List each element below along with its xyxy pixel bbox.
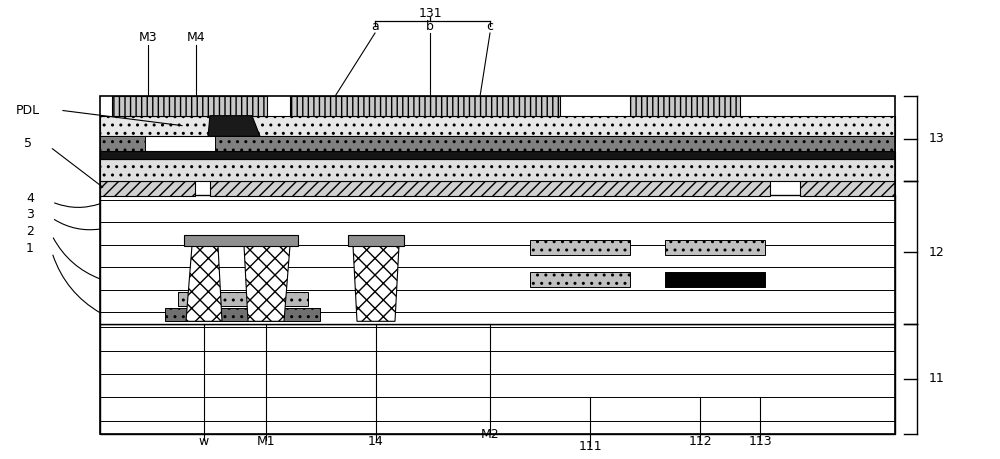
Polygon shape [244,246,290,321]
Text: PDL: PDL [16,104,40,117]
Bar [100,96,895,434]
Text: 111: 111 [578,441,602,453]
Text: a: a [371,20,379,33]
Bar [665,272,765,287]
Text: w: w [199,435,209,448]
Bar [100,151,895,159]
Text: 1: 1 [26,242,34,256]
Polygon shape [353,246,399,321]
Bar [630,96,740,116]
Text: M2: M2 [481,428,499,441]
Text: 14: 14 [368,435,384,448]
Text: M4: M4 [187,31,205,45]
Text: 11: 11 [929,372,945,385]
Bar [178,292,308,306]
Bar [290,96,560,116]
Text: c: c [486,20,494,33]
Bar [530,272,630,287]
Bar [100,324,895,434]
Bar [800,181,895,196]
Text: 3: 3 [26,208,34,221]
Bar [215,136,895,151]
Bar [348,235,404,246]
Bar [665,240,765,255]
Bar [210,181,770,196]
Bar [100,159,895,181]
Bar [100,116,895,136]
Text: 2: 2 [26,225,34,239]
Text: b: b [426,20,434,33]
Text: 5: 5 [24,137,32,150]
Text: M1: M1 [257,435,275,448]
Text: 131: 131 [418,7,442,20]
Text: 112: 112 [688,435,712,448]
Text: 13: 13 [929,132,945,146]
Polygon shape [208,116,260,136]
Bar [165,308,320,321]
Polygon shape [186,246,222,321]
Bar [112,96,267,116]
Bar [100,195,895,324]
Text: M3: M3 [139,31,157,45]
Bar [100,181,195,196]
Text: 113: 113 [748,435,772,448]
Bar [184,235,298,246]
Text: 12: 12 [929,246,945,259]
Bar [100,136,145,151]
Text: 4: 4 [26,192,34,205]
Bar [530,240,630,255]
